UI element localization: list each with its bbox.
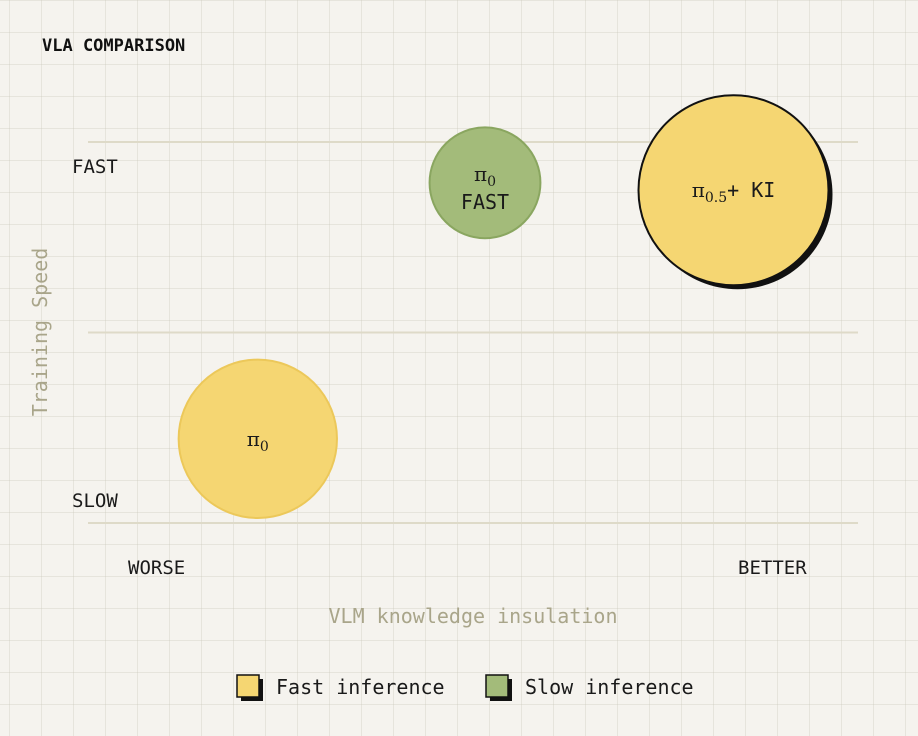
legend-item-1: Slow inference [485,674,694,701]
bubble-circle [428,126,542,240]
legend-label: Slow inference [525,675,694,699]
y-tick-slow: SLOW [72,490,118,512]
bubble-circle [637,94,830,287]
bubble-0: π0 [177,358,338,519]
x-axis-title: VLM knowledge insulation [329,604,618,628]
legend-swatch [236,674,260,698]
x-tick-worse: WORSE [128,557,185,579]
bubble-label: π0.5+ KI [692,178,776,206]
bubble-2: π0.5+ KI [637,94,833,290]
legend-label: Fast inference [276,675,445,699]
legend-swatch [485,674,509,698]
bubble-label-symbol: π [474,162,487,186]
bubble-1: π0 FAST [428,126,542,240]
x-tick-better: BETTER [738,557,807,579]
y-tick-fast: FAST [72,156,118,178]
bubble-label-symbol: π [692,178,705,202]
bubble-circle [177,358,338,519]
bubble-label: π0 [247,427,269,455]
bubble-label-text: FAST [461,190,509,214]
legend-item-0: Fast inference [236,674,445,701]
bubble-label-subscript: 0 [260,439,269,455]
bubble-label-symbol: π [247,427,260,451]
bubble-label-text: + KI [727,178,775,202]
bubble-label: π0 FAST [461,162,509,214]
chart-title: VLA COMPARISON [42,36,185,56]
y-axis-title: Training Speed [28,248,52,417]
bubble-label-subscript: 0 [487,174,496,190]
bubble-label-subscript: 0.5 [705,190,727,206]
legend: Fast inference Slow inference [236,674,694,701]
